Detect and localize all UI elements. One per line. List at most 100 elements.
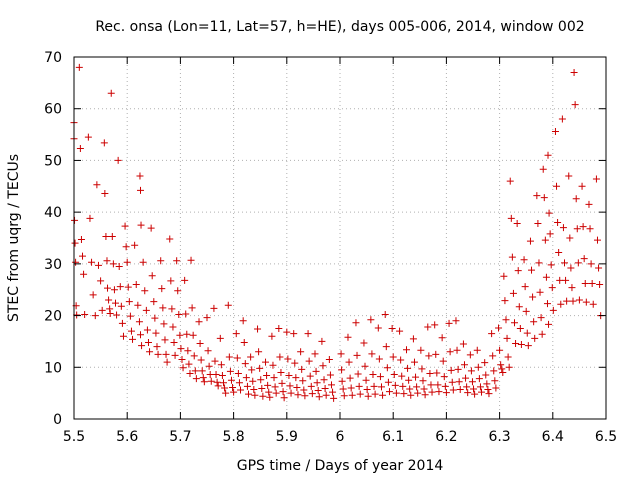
data-point-marker xyxy=(129,335,137,343)
data-point-marker xyxy=(361,362,369,370)
data-point-marker xyxy=(290,330,298,338)
data-point-marker xyxy=(571,101,579,109)
data-point-marker xyxy=(546,230,554,238)
data-point-marker xyxy=(84,133,92,141)
data-point-marker xyxy=(147,224,155,232)
data-point-marker xyxy=(315,393,323,401)
data-point-marker xyxy=(427,381,435,389)
x-tick-label: 5.7 xyxy=(169,429,191,445)
data-point-marker xyxy=(523,329,531,337)
data-point-marker xyxy=(251,391,259,399)
data-point-marker xyxy=(348,391,356,399)
data-point-marker xyxy=(588,280,596,288)
data-point-marker xyxy=(176,331,184,339)
y-tick-label: 70 xyxy=(44,50,62,66)
data-point-marker xyxy=(195,318,203,326)
data-point-marker xyxy=(551,127,559,135)
data-point-marker xyxy=(189,331,197,339)
data-point-marker xyxy=(97,277,105,285)
data-point-marker xyxy=(285,372,293,380)
data-point-marker xyxy=(161,336,169,344)
data-point-marker xyxy=(148,272,156,280)
data-point-marker xyxy=(505,363,513,371)
data-point-marker xyxy=(468,378,476,386)
data-point-marker xyxy=(81,311,89,319)
data-point-marker xyxy=(272,389,280,397)
data-point-marker xyxy=(213,378,221,386)
data-point-marker xyxy=(456,386,464,394)
data-point-marker xyxy=(384,378,392,386)
data-point-marker xyxy=(382,343,390,351)
data-point-marker xyxy=(239,317,247,325)
data-point-marker xyxy=(470,385,478,393)
data-point-marker xyxy=(203,314,211,322)
data-point-marker xyxy=(412,373,420,381)
data-point-marker xyxy=(125,298,133,306)
data-point-marker xyxy=(454,365,462,373)
data-point-marker xyxy=(118,319,126,327)
data-point-marker xyxy=(442,389,450,397)
data-point-marker xyxy=(344,333,352,341)
data-point-marker xyxy=(199,374,207,382)
data-point-marker xyxy=(72,258,80,266)
data-point-marker xyxy=(265,388,273,396)
data-point-marker xyxy=(212,371,220,379)
chart-title: Rec. onsa (Lon=11, Lat=57, h=HE), days 0… xyxy=(95,19,584,35)
data-point-marker xyxy=(572,195,580,203)
data-point-marker xyxy=(539,165,547,173)
data-point-marker xyxy=(322,391,330,399)
data-point-marker xyxy=(492,384,500,392)
data-point-marker xyxy=(514,267,522,275)
x-tick-label: 5.9 xyxy=(276,429,298,445)
data-point-marker xyxy=(563,297,571,305)
data-point-marker xyxy=(363,386,371,394)
data-point-marker xyxy=(566,234,574,242)
y-tick-label: 50 xyxy=(44,153,62,169)
data-point-marker xyxy=(574,259,582,267)
data-point-marker xyxy=(582,298,590,306)
data-point-marker xyxy=(307,382,315,390)
data-point-marker xyxy=(167,277,175,285)
data-point-marker xyxy=(531,334,539,342)
data-point-marker xyxy=(329,388,337,396)
data-point-marker xyxy=(425,352,433,360)
data-point-marker xyxy=(390,371,398,379)
data-point-marker xyxy=(504,353,512,361)
data-point-marker xyxy=(293,383,301,391)
data-point-marker xyxy=(455,378,463,386)
data-point-marker xyxy=(186,369,194,377)
data-point-marker xyxy=(169,323,177,331)
data-point-marker xyxy=(248,366,256,374)
data-point-marker xyxy=(105,296,113,304)
data-point-marker xyxy=(460,361,468,369)
data-point-marker xyxy=(198,367,206,375)
data-point-marker xyxy=(565,172,573,180)
data-point-marker xyxy=(391,381,399,389)
data-point-marker xyxy=(383,364,391,372)
data-point-marker xyxy=(418,365,426,373)
data-point-marker xyxy=(237,386,245,394)
data-point-marker xyxy=(483,380,491,388)
data-point-marker xyxy=(221,384,229,392)
x-tick-label: 6 xyxy=(336,429,345,445)
data-point-marker xyxy=(496,346,504,354)
data-point-marker xyxy=(389,353,397,361)
data-point-marker xyxy=(142,306,150,314)
data-point-marker xyxy=(247,353,255,361)
data-point-marker xyxy=(433,369,441,377)
data-point-marker xyxy=(379,391,387,399)
data-point-marker xyxy=(214,382,222,390)
data-point-marker xyxy=(266,393,274,401)
data-point-marker xyxy=(374,324,382,332)
data-point-marker xyxy=(277,368,285,376)
data-point-marker xyxy=(269,361,277,369)
data-point-marker xyxy=(192,375,200,383)
data-point-marker xyxy=(485,390,493,398)
x-tick-label: 5.5 xyxy=(63,429,85,445)
data-point-marker xyxy=(540,194,548,202)
data-point-marker xyxy=(388,325,396,332)
data-point-marker xyxy=(575,296,583,304)
data-point-marker xyxy=(405,376,413,384)
data-point-marker xyxy=(107,89,115,97)
data-point-marker xyxy=(354,370,362,378)
